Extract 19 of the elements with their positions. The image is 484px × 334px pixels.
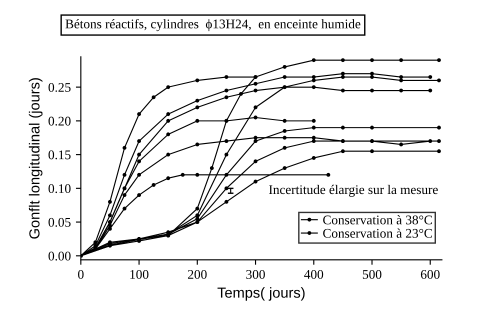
- annotation: Incertitude élargie sur la mesure: [269, 184, 438, 197]
- y-tick-label: 0.25: [48, 82, 71, 92]
- x-axis-title: Temps( jours): [218, 287, 305, 301]
- y-axis-title: Gonflt longitudinal (jours): [28, 78, 42, 239]
- x-tick-label: 300: [246, 270, 265, 279]
- legend-label: Conservation à 38°C: [323, 215, 432, 224]
- chart-title: Bétons réactifs, cylindres ϕ13H24, en enceinte humide: [66, 18, 360, 32]
- y-tick-label: 0.20: [48, 116, 71, 126]
- x-tick-label: 600: [420, 270, 440, 279]
- x-tick-label: 100: [130, 270, 148, 279]
- y-tick-label: 0.00: [48, 252, 71, 261]
- legend-label: Conservation à 23°C: [323, 228, 432, 238]
- x-tick-label: 200: [188, 270, 207, 279]
- x-tick-label: 400: [304, 270, 324, 279]
- x-tick-label: 0: [78, 270, 84, 279]
- y-tick-label: 0.05: [48, 218, 71, 227]
- y-tick-label: 0.10: [48, 184, 71, 194]
- y-tick-label: 0.15: [48, 150, 71, 160]
- x-tick-label: 500: [362, 270, 382, 279]
